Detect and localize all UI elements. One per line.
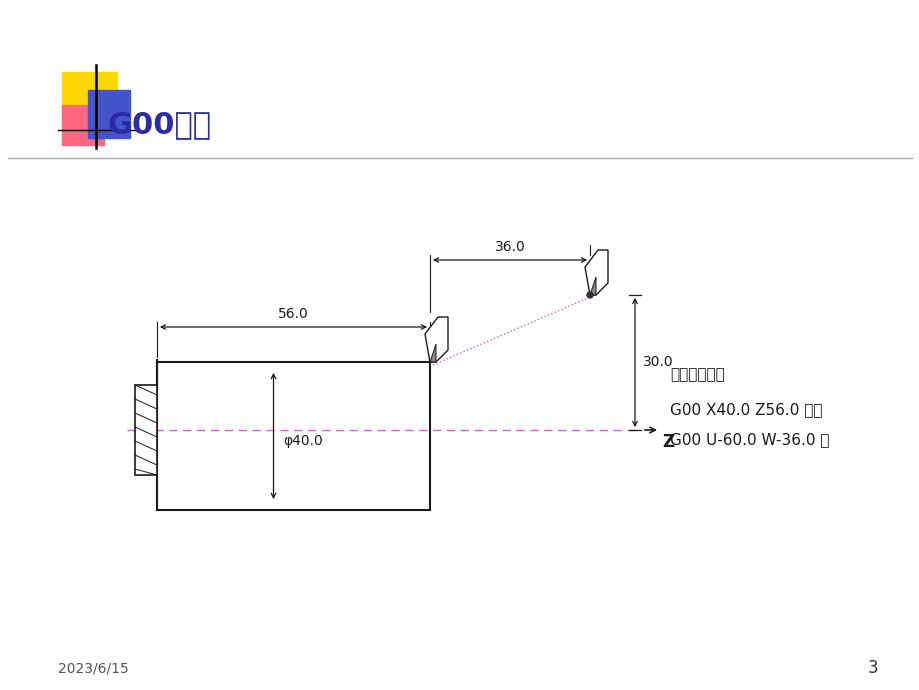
Polygon shape [429, 344, 436, 362]
Text: G00示例: G00示例 [108, 110, 211, 139]
Text: G00 U-60.0 W-36.0 ；: G00 U-60.0 W-36.0 ； [669, 433, 829, 448]
Text: （直径编程）: （直径编程） [669, 368, 724, 382]
Text: φ40.0: φ40.0 [283, 434, 323, 448]
Bar [62, 105, 104, 145]
Polygon shape [425, 317, 448, 362]
Text: 3: 3 [867, 659, 877, 677]
Circle shape [586, 292, 593, 298]
Polygon shape [584, 250, 607, 295]
Bar [88, 90, 130, 138]
Text: G00 X40.0 Z56.0 ；或: G00 X40.0 Z56.0 ；或 [669, 402, 822, 417]
Text: Z: Z [662, 433, 674, 451]
Text: 56.0: 56.0 [278, 307, 309, 321]
Bar [62, 72, 117, 127]
Bar [135, 385, 157, 475]
Polygon shape [589, 277, 596, 295]
Text: 36.0: 36.0 [494, 240, 525, 254]
Text: 30.0: 30.0 [642, 355, 673, 370]
Text: 2023/6/15: 2023/6/15 [58, 661, 129, 675]
